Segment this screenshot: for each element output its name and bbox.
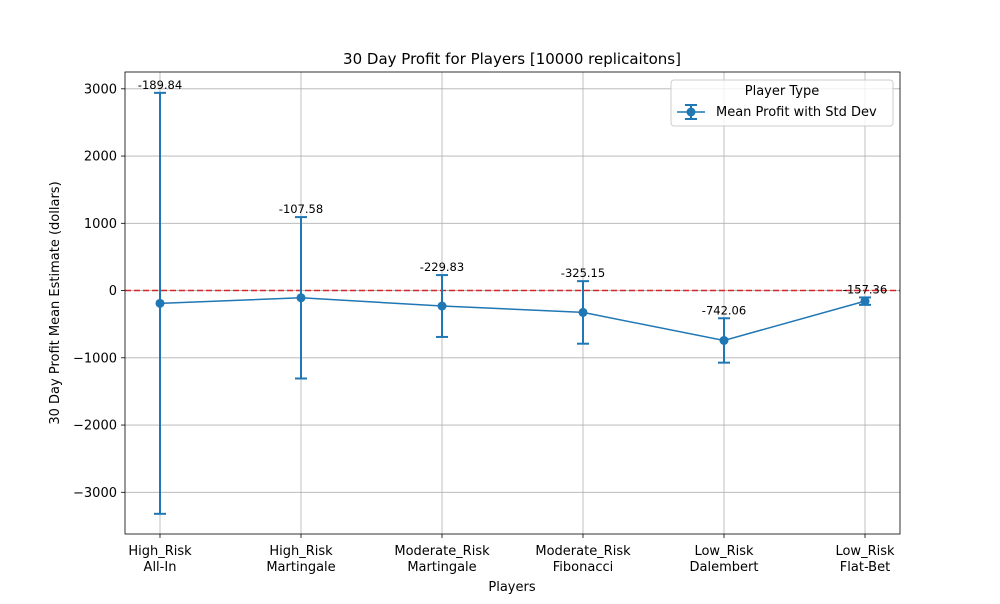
y-tick-label: 2000 bbox=[84, 150, 117, 165]
x-tick-label-line: Flat-Bet bbox=[840, 560, 890, 575]
y-tick-label: −1000 bbox=[73, 351, 117, 366]
legend: Player Type Mean Profit with Std Dev bbox=[670, 79, 894, 127]
x-tick-label-line: High_Risk bbox=[269, 544, 333, 559]
x-tick-label: Moderate_Risk Martingale bbox=[394, 544, 490, 575]
plot-frame bbox=[124, 71, 901, 535]
x-tick-label-line: Martingale bbox=[407, 560, 476, 575]
legend-point bbox=[686, 107, 696, 117]
data-label: -325.15 bbox=[561, 266, 605, 280]
data-point bbox=[155, 298, 165, 308]
y-tick-label: −2000 bbox=[73, 419, 117, 434]
legend-marker bbox=[677, 104, 705, 120]
y-tick-label: 0 bbox=[109, 284, 117, 299]
data-label: -229.83 bbox=[420, 260, 464, 274]
y-axis-ticks: 3000 2000 1000 0 −1000 −2000 −3000 bbox=[73, 82, 125, 501]
x-tick-label-line: Martingale bbox=[266, 560, 335, 575]
y-axis-label: 30 Day Profit Mean Estimate (dollars) bbox=[48, 181, 63, 424]
x-tick-label-line: Moderate_Risk bbox=[394, 544, 490, 559]
x-tick-label: Low_Risk Dalembert bbox=[690, 544, 759, 575]
x-tick-label-line: Dalembert bbox=[690, 560, 759, 575]
legend-box bbox=[670, 79, 894, 127]
x-tick-label-line: All-In bbox=[144, 560, 177, 575]
y-tick-label: −3000 bbox=[73, 486, 117, 501]
data-labels: -189.84 -107.58 -229.83 -325.15 -742.06 -157.… bbox=[138, 78, 887, 317]
data-point bbox=[296, 293, 306, 303]
y-tick-label: 3000 bbox=[84, 82, 117, 97]
data-label: -189.84 bbox=[138, 78, 182, 92]
data-point bbox=[860, 296, 870, 306]
legend-entry-label: Mean Profit with Std Dev bbox=[716, 105, 877, 120]
x-tick-label: Moderate_Risk Fibonacci bbox=[535, 544, 631, 575]
data-point bbox=[719, 335, 729, 345]
data-point bbox=[578, 307, 588, 317]
x-gridlines bbox=[159, 72, 866, 534]
x-tick-label-line: Fibonacci bbox=[553, 560, 613, 575]
x-tick-label-line: Moderate_Risk bbox=[535, 544, 631, 559]
data-label: -107.58 bbox=[279, 202, 323, 216]
x-tick-label: High_Risk All-In bbox=[128, 544, 192, 575]
y-tick-label: 1000 bbox=[84, 217, 117, 232]
data-points bbox=[155, 293, 870, 345]
data-label: -742.06 bbox=[702, 303, 746, 317]
x-tick-label: High_Risk Martingale bbox=[266, 544, 335, 575]
x-tick-label-line: Low_Risk bbox=[835, 544, 895, 559]
data-label: -157.36 bbox=[843, 282, 887, 296]
x-tick-label: Low_Risk Flat-Bet bbox=[835, 544, 895, 575]
mean-profit-line bbox=[159, 297, 866, 342]
legend-title: Player Type bbox=[745, 84, 819, 99]
x-tick-label-line: Low_Risk bbox=[694, 544, 754, 559]
x-tick-label-line: High_Risk bbox=[128, 544, 192, 559]
x-axis-label: Players bbox=[488, 580, 535, 595]
chart-title: 30 Day Profit for Players [10000 replica… bbox=[343, 50, 681, 68]
data-point bbox=[437, 301, 447, 311]
